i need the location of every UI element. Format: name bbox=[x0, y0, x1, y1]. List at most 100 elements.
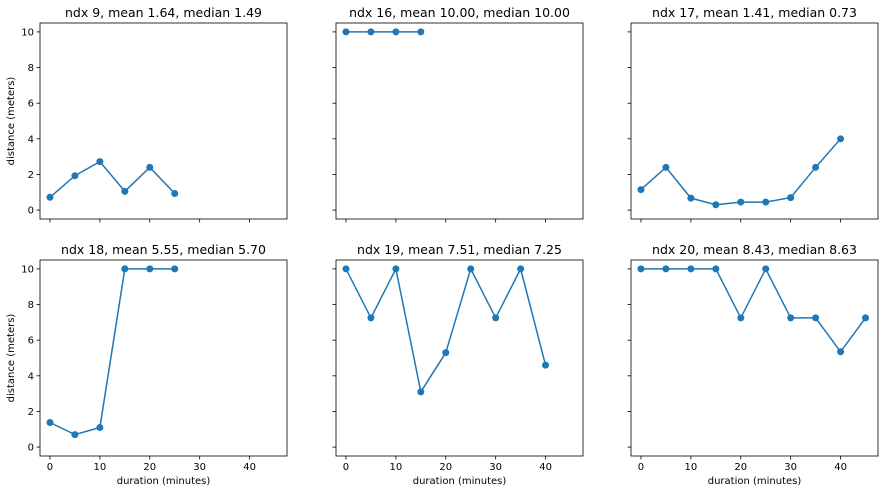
series-line bbox=[640, 138, 842, 206]
subplot-5: ndx 19, mean 7.51, median 7.25 0 10 20 30 40 d… bbox=[332, 242, 584, 487]
data-point bbox=[121, 187, 129, 195]
data-point bbox=[862, 314, 870, 322]
data-point bbox=[442, 349, 450, 357]
data-point bbox=[737, 314, 745, 322]
plot-frame bbox=[630, 259, 879, 457]
x-tick-label: 0 bbox=[47, 462, 53, 473]
plot-frame bbox=[39, 22, 288, 220]
data-point bbox=[812, 163, 820, 171]
data-point bbox=[787, 194, 795, 202]
x-tick-label: 40 bbox=[539, 462, 552, 473]
data-point bbox=[342, 265, 350, 273]
data-point bbox=[392, 265, 400, 273]
data-point bbox=[762, 198, 770, 206]
data-point bbox=[542, 361, 550, 369]
data-point bbox=[787, 314, 795, 322]
data-point bbox=[662, 163, 670, 171]
subplot-title: ndx 17, mean 1.41, median 0.73 bbox=[652, 5, 857, 20]
data-point bbox=[46, 193, 54, 201]
data-point bbox=[71, 431, 79, 439]
data-point bbox=[737, 198, 745, 206]
plot-frame bbox=[630, 22, 879, 220]
y-tick-label: 2 bbox=[28, 170, 34, 181]
data-point bbox=[712, 201, 720, 209]
x-tick-label: 20 bbox=[143, 462, 156, 473]
plot-frame bbox=[335, 259, 584, 457]
data-point bbox=[637, 265, 645, 273]
x-tick-label: 40 bbox=[834, 462, 847, 473]
data-point bbox=[96, 423, 104, 431]
data-point bbox=[71, 172, 79, 180]
data-point bbox=[762, 265, 770, 273]
subplot-title: ndx 18, mean 5.55, median 5.70 bbox=[61, 242, 266, 257]
x-tick-label: 10 bbox=[685, 462, 698, 473]
data-point bbox=[662, 265, 670, 273]
x-tick-label: 30 bbox=[193, 462, 206, 473]
y-tick-label: 6 bbox=[28, 99, 34, 110]
data-point bbox=[417, 28, 425, 36]
y-tick-label: 8 bbox=[28, 300, 34, 311]
subplot-title: ndx 19, mean 7.51, median 7.25 bbox=[357, 242, 562, 257]
y-axis-label: distance (meters) bbox=[6, 314, 17, 403]
data-point bbox=[417, 388, 425, 396]
y-tick-label: 6 bbox=[28, 336, 34, 347]
y-tick-label: 0 bbox=[28, 443, 34, 454]
y-tick-label: 4 bbox=[28, 134, 34, 145]
data-point bbox=[171, 265, 179, 273]
subplot-1: ndx 9, mean 1.64, median 1.49 0 2 4 6 8 10 dist… bbox=[6, 5, 288, 223]
data-point bbox=[837, 348, 845, 356]
subplot-4: ndx 18, mean 5.55, median 5.70 0 2 4 6 8 10 0 10… bbox=[6, 242, 288, 487]
plot-frame bbox=[39, 259, 288, 457]
plot-frame bbox=[335, 22, 584, 220]
x-axis-label: duration (minutes) bbox=[117, 476, 211, 487]
y-tick-label: 8 bbox=[28, 63, 34, 74]
data-point bbox=[367, 314, 375, 322]
data-point bbox=[121, 265, 129, 273]
series-line bbox=[640, 267, 867, 354]
x-tick-label: 30 bbox=[784, 462, 797, 473]
data-point bbox=[392, 28, 400, 36]
data-point bbox=[96, 158, 104, 166]
y-tick-label: 4 bbox=[28, 371, 34, 382]
y-tick-label: 0 bbox=[28, 206, 34, 217]
y-tick-label: 2 bbox=[28, 407, 34, 418]
data-point bbox=[492, 314, 500, 322]
x-tick-label: 20 bbox=[734, 462, 747, 473]
series-line bbox=[49, 160, 176, 198]
data-point bbox=[146, 265, 154, 273]
x-tick-label: 20 bbox=[439, 462, 452, 473]
subplot-2: ndx 16, mean 10.00, median 10.00 bbox=[332, 5, 584, 223]
data-point bbox=[517, 265, 525, 273]
subplot-title: ndx 16, mean 10.00, median 10.00 bbox=[349, 5, 570, 20]
subplot-3: ndx 17, mean 1.41, median 0.73 bbox=[627, 5, 879, 223]
x-tick-label: 0 bbox=[638, 462, 644, 473]
data-point bbox=[712, 265, 720, 273]
subplot-title: ndx 9, mean 1.64, median 1.49 bbox=[65, 5, 262, 20]
data-point bbox=[467, 265, 475, 273]
data-point bbox=[637, 186, 645, 194]
data-point bbox=[146, 163, 154, 171]
data-point bbox=[687, 194, 695, 202]
series-line bbox=[49, 268, 175, 436]
data-point bbox=[342, 28, 350, 36]
subplot-title: ndx 20, mean 8.43, median 8.63 bbox=[652, 242, 857, 257]
x-tick-label: 40 bbox=[243, 462, 256, 473]
x-tick-label: 30 bbox=[489, 462, 502, 473]
x-axis-label: duration (minutes) bbox=[413, 476, 507, 487]
data-point bbox=[171, 190, 179, 198]
y-tick-label: 10 bbox=[21, 27, 34, 38]
x-tick-label: 10 bbox=[94, 462, 107, 473]
x-tick-label: 10 bbox=[390, 462, 403, 473]
data-point bbox=[687, 265, 695, 273]
data-point bbox=[812, 314, 820, 322]
y-tick-label: 10 bbox=[21, 264, 34, 275]
data-point bbox=[46, 419, 54, 427]
data-point bbox=[367, 28, 375, 36]
y-axis-label: distance (meters) bbox=[6, 77, 17, 166]
data-point bbox=[837, 135, 845, 143]
x-tick-label: 0 bbox=[343, 462, 349, 473]
x-axis-label: duration (minutes) bbox=[708, 476, 802, 487]
subplot-6: ndx 20, mean 8.43, median 8.63 0 10 20 30 40 d… bbox=[627, 242, 879, 487]
series-line bbox=[345, 266, 547, 394]
